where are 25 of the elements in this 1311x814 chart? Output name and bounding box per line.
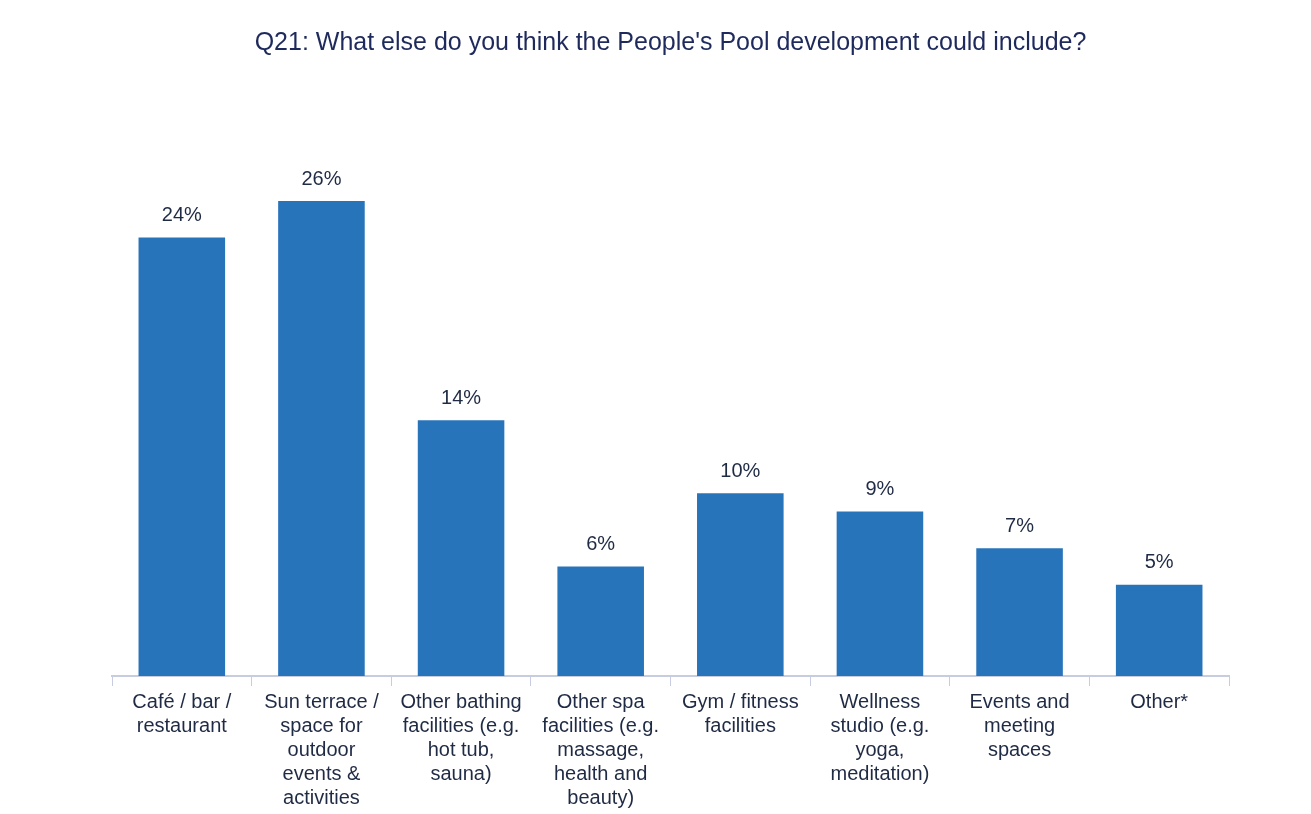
bar: [557, 566, 644, 676]
chart-title: Q21: What else do you think the People's Pool development could include?: [254, 26, 1087, 55]
data-label: 5%: [1144, 550, 1174, 573]
x-tick-label: Sun terrace / space for outdoor events & activities: [264, 689, 380, 808]
bar: [1115, 584, 1203, 676]
data-label: 7%: [1005, 513, 1035, 536]
bar: [278, 201, 365, 676]
x-tick-label: Other spa facilities (e.g. massage, health and beauty): [542, 689, 660, 808]
data-label: 24%: [161, 203, 203, 226]
data-label: 10%: [720, 458, 761, 481]
x-tick-label: Gym / fitness facilities: [681, 689, 799, 736]
bar: [138, 237, 226, 676]
x-tick-label: Café / bar / restaurant: [132, 689, 232, 736]
bar: [417, 420, 505, 676]
bar: [697, 493, 784, 676]
data-label: 9%: [865, 477, 895, 500]
bar: [976, 548, 1063, 676]
x-tick-label: Other*: [1130, 689, 1189, 712]
x-tick-label: Other bathing facilities (e.g. hot tub, sauna): [400, 689, 522, 784]
bar: [836, 511, 924, 676]
data-label: 26%: [301, 166, 342, 189]
data-label: 6%: [586, 531, 616, 554]
x-tick-label: Events and meeting spaces: [969, 689, 1070, 760]
data-label: 14%: [441, 385, 482, 408]
x-tick-label: Wellness studio (e.g. yoga, meditation): [830, 689, 930, 784]
